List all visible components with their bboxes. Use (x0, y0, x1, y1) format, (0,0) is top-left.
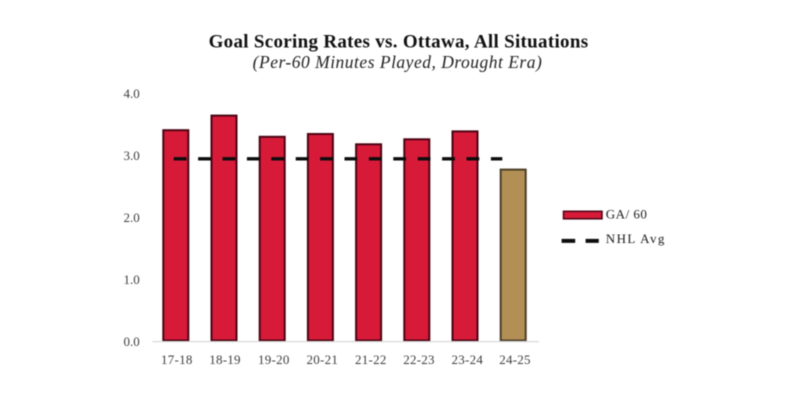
svg-text:20-21: 20-21 (307, 352, 339, 367)
svg-text:0.0: 0.0 (124, 334, 140, 349)
svg-text:3.0: 3.0 (124, 148, 140, 163)
svg-text:GA/ 60: GA/ 60 (606, 206, 648, 221)
svg-text:18-19: 18-19 (209, 352, 241, 367)
svg-text:22-23: 22-23 (403, 352, 435, 367)
svg-text:1.0: 1.0 (124, 272, 140, 287)
svg-text:NHL Avg: NHL Avg (606, 231, 666, 246)
svg-text:2.0: 2.0 (124, 210, 140, 225)
svg-text:23-24: 23-24 (452, 352, 484, 367)
svg-text:17-18: 17-18 (161, 352, 193, 367)
svg-text:4.0: 4.0 (124, 86, 140, 101)
svg-text:21-22: 21-22 (355, 352, 387, 367)
svg-text:Goal Scoring Rates vs. Ottawa,: Goal Scoring Rates vs. Ottawa, All Situa… (209, 32, 589, 53)
svg-text:24-25: 24-25 (499, 352, 531, 367)
svg-text:19-20: 19-20 (258, 352, 290, 367)
svg-text:(Per-60 Minutes Played, Drough: (Per-60 Minutes Played, Drought Era) (253, 52, 543, 72)
